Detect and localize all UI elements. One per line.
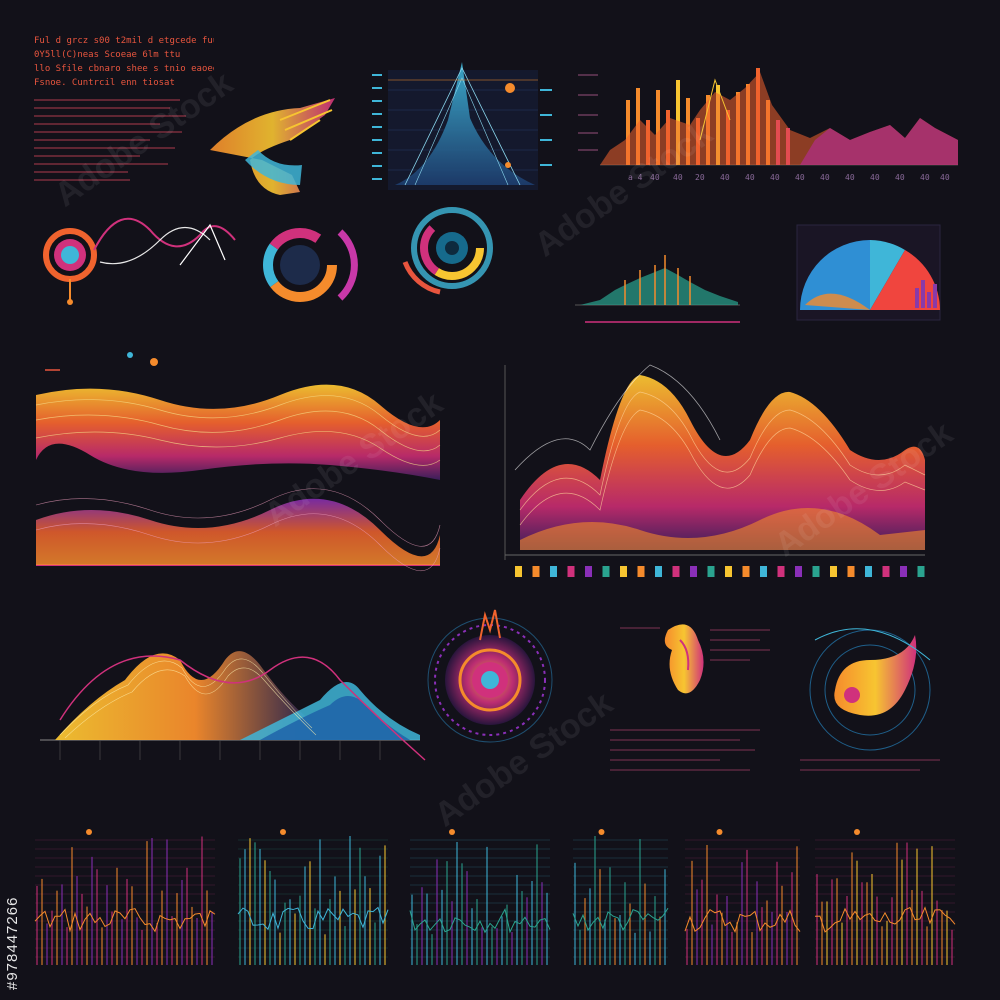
legend-square <box>865 566 872 577</box>
donut-chart-1 <box>263 228 358 302</box>
stock-id: #978447266 <box>4 896 21 990</box>
panel-marker <box>716 829 723 835</box>
svg-text:40: 40 <box>920 173 930 182</box>
panel-trend-line <box>572 907 669 932</box>
header-line-4: Fsnoe. Cuntrcil enn tiosat <box>34 78 175 88</box>
panel-marker <box>280 829 286 835</box>
misc-text-lines <box>610 627 940 771</box>
panel-marker <box>86 829 92 835</box>
swirl-graphic <box>809 628 931 751</box>
header-line-3: llo Sfile cbnaro shee s tnio eaoeee <box>34 64 214 74</box>
legend-square <box>567 566 575 577</box>
panel-marker <box>598 829 605 835</box>
svg-text:40: 40 <box>673 173 683 182</box>
panel-trend-line <box>409 907 551 934</box>
svg-text:20: 20 <box>695 173 705 182</box>
header-line-2: 0Y5ll(C)neas Scoeae 6lm ttu <box>34 50 181 60</box>
svg-text:40: 40 <box>845 173 855 182</box>
svg-text:40: 40 <box>720 173 730 182</box>
svg-text:40: 40 <box>745 173 755 182</box>
panel-marker <box>449 829 455 835</box>
panel-trend-line <box>34 908 216 933</box>
legend-square <box>532 566 540 577</box>
legend-square <box>602 566 610 577</box>
svg-text:40: 40 <box>870 173 880 182</box>
panel-trend-line <box>237 906 389 931</box>
bar-panels-bottom <box>34 829 956 965</box>
legend-square <box>812 566 820 577</box>
legend-square <box>550 566 557 577</box>
svg-text:40: 40 <box>895 173 905 182</box>
svg-text:40: 40 <box>820 173 830 182</box>
histogram-panel: a 4 40 40 20 40 40 40 40 40 40 40 40 40 40 <box>578 68 958 182</box>
wave-chart-left <box>35 352 441 572</box>
bar-panel <box>34 829 216 965</box>
legend-square <box>655 566 662 577</box>
legend-square <box>725 566 732 577</box>
svg-text:40: 40 <box>795 173 805 182</box>
legend-square <box>847 566 855 577</box>
spike-chart <box>575 255 740 323</box>
legend-square <box>690 566 697 577</box>
panel-trend-line <box>684 908 801 933</box>
donut-chart-2 <box>402 207 493 295</box>
legend-square <box>917 566 925 577</box>
header-text-block: Ful d grcz s00 t2mil d etgcede fuucoet 0… <box>34 34 214 90</box>
legend-square <box>830 566 837 577</box>
bar-panel <box>684 829 801 965</box>
legend-square <box>777 566 785 577</box>
bar-panel <box>237 829 389 965</box>
svg-text:a 4: a 4 <box>628 173 643 182</box>
legend-square <box>672 566 680 577</box>
radial-gauge <box>427 609 553 743</box>
peak-chart-panel <box>388 62 538 190</box>
panel-marker <box>854 829 860 835</box>
peak-axis-labels <box>372 74 552 180</box>
bar-panel <box>572 829 669 965</box>
svg-text:40: 40 <box>650 173 660 182</box>
pie-chart <box>796 224 941 321</box>
ring-chart-left <box>43 217 236 305</box>
swoosh-graphic <box>210 98 335 195</box>
header-paragraph <box>34 99 186 181</box>
legend-square <box>707 566 715 577</box>
legend-square <box>742 566 750 577</box>
legend-square <box>900 566 907 577</box>
legend-square <box>515 566 522 577</box>
mountain-chart <box>40 651 426 761</box>
legend-square <box>585 566 592 577</box>
bar-panel <box>814 829 956 965</box>
panel-trend-line <box>814 906 956 933</box>
flame-graphic <box>664 624 704 694</box>
legend-square <box>882 566 890 577</box>
legend-square <box>620 566 627 577</box>
svg-text:40: 40 <box>940 173 950 182</box>
bar-panel <box>409 829 551 965</box>
legend-square <box>795 566 802 577</box>
legend-squares <box>515 566 925 577</box>
wave-chart-right <box>504 364 926 560</box>
svg-text:40: 40 <box>770 173 780 182</box>
legend-square <box>637 566 645 577</box>
header-line-1: Ful d grcz s00 t2mil d etgcede fuucoet <box>34 36 214 46</box>
legend-square <box>760 566 767 577</box>
